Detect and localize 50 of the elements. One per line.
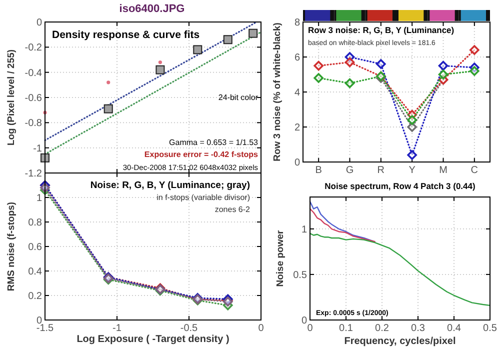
- chart-title: Row 3 noise: R, G, B, Y (Luminance): [308, 25, 454, 35]
- annotation: in f-stops (variable divisor): [156, 193, 250, 202]
- y-tick-label: 0.6: [28, 242, 42, 253]
- x-tick-label: Y: [408, 165, 416, 176]
- y-axis-title: RMS noise (f-stops): [6, 202, 17, 292]
- x-tick-label: B: [315, 165, 322, 176]
- x-tick-label: 0.3: [411, 323, 426, 334]
- text: Noise: R, G, B, Y (Luminance; gray): [90, 180, 250, 191]
- y-axis-title: Noise power: [275, 230, 286, 287]
- x-tick-label: 0: [258, 323, 264, 334]
- x-tick-label: 0.5: [483, 323, 498, 334]
- y-tick-label: -1.2: [24, 168, 42, 180]
- y-tick-label: 0.4: [28, 266, 42, 278]
- text: Density response & curve fits: [52, 29, 200, 41]
- y-tick-label: 4: [294, 88, 300, 98]
- x-axis-title: Frequency, cycles/pixel: [344, 336, 456, 347]
- x-tick-label: 0.2: [375, 323, 390, 334]
- y-tick-label: 0: [36, 18, 42, 28]
- y-axis-title: Log (Pixel level / 255): [6, 49, 17, 146]
- x-tick-label: -0.5: [180, 323, 198, 334]
- x-tick-label: C: [470, 165, 478, 176]
- y-tick-label: 6: [294, 52, 300, 64]
- annotation: Gamma = 0.653 = 1/1.53: [169, 138, 259, 147]
- y-tick-label: -0.6: [24, 93, 42, 104]
- chart-title: Noise spectrum, Row 4 Patch 3 (0.44): [324, 181, 476, 191]
- x-tick-label: R: [377, 165, 385, 176]
- x-tick-label: G: [346, 165, 354, 176]
- annotation: 24-bit color: [218, 93, 258, 102]
- y-tick-label: -0.2: [24, 42, 42, 54]
- y-tick-label: 0.8: [28, 218, 42, 228]
- x-tick-label: M: [439, 165, 448, 176]
- y-tick-label: 0.2: [28, 291, 42, 302]
- y-tick-label: 0.5: [293, 270, 308, 281]
- y-tick-label: 8: [294, 18, 300, 28]
- y-tick-label: 0: [294, 158, 300, 168]
- x-tick-label: 0.4: [447, 323, 462, 334]
- y-tick-label: 0: [301, 316, 308, 326]
- y-tick-label: -0.4: [24, 68, 42, 79]
- y-tick-label: 1: [36, 193, 42, 204]
- y-tick-label: -1: [33, 143, 42, 154]
- y-tick-label: -0.8: [24, 118, 42, 130]
- annotation: zones 6-2: [214, 205, 251, 214]
- x-tick-label: 0.1: [339, 323, 354, 334]
- y-axis-title: Row 3 noise (% of white-black): [272, 22, 283, 162]
- annotation: Exposure error = -0.42 f-stops: [144, 150, 259, 159]
- chart-title: iso6400.JPG: [119, 3, 185, 15]
- y-tick-label: 1: [301, 224, 308, 236]
- x-axis-title: Log Exposure ( -Target density ): [76, 334, 230, 345]
- x-tick-label: -1: [112, 323, 122, 334]
- y-tick-label: 2: [294, 122, 300, 134]
